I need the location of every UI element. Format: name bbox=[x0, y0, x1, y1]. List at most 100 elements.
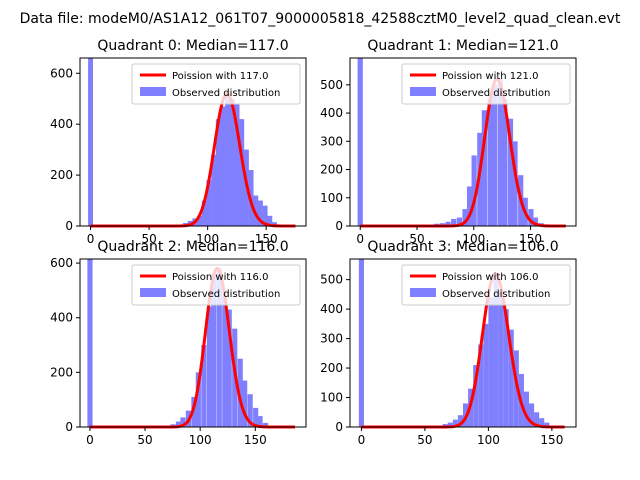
histogram-bar bbox=[206, 180, 212, 226]
histogram-bar bbox=[247, 394, 253, 427]
subplot-title: Quadrant 1: Median=121.0 bbox=[367, 38, 558, 54]
histogram-bar bbox=[456, 217, 462, 226]
figure-title: Data file: modeM0/AS1A12_061T07_90000058… bbox=[20, 11, 621, 27]
x-tick-label: 150 bbox=[244, 433, 267, 447]
histogram-bar bbox=[175, 421, 182, 427]
histogram-bar bbox=[491, 84, 498, 226]
histogram-bar bbox=[483, 323, 489, 427]
histogram-bar bbox=[262, 205, 268, 226]
x-tick-label: 100 bbox=[462, 232, 485, 246]
histogram-bar bbox=[272, 222, 277, 226]
y-tick-label: 200 bbox=[50, 365, 73, 379]
histogram-bar bbox=[239, 119, 245, 226]
x-tick-label: 50 bbox=[141, 232, 156, 246]
y-tick-label: 400 bbox=[50, 117, 73, 131]
histogram-bar bbox=[211, 154, 217, 226]
histogram-bar bbox=[466, 186, 473, 226]
histogram-bar bbox=[493, 273, 499, 427]
y-tick-label: 100 bbox=[320, 391, 343, 405]
histogram-bar bbox=[462, 209, 468, 226]
legend: Poission with 117.0 Observed distribution bbox=[131, 63, 301, 105]
histogram-bar bbox=[197, 215, 203, 226]
legend-label: Poission with 106.0 bbox=[442, 272, 538, 283]
y-tick-label: 400 bbox=[320, 302, 343, 316]
histogram-bar bbox=[539, 418, 545, 427]
histogram-bar bbox=[357, 58, 363, 226]
y-tick-label: 0 bbox=[335, 219, 343, 233]
axes-frame bbox=[79, 57, 307, 227]
histogram-bar bbox=[502, 98, 508, 226]
y-tick-label: 200 bbox=[50, 168, 73, 182]
x-tick-label: 100 bbox=[189, 433, 212, 447]
subplot-0: Quadrant 0: Median=117.0 0 50 100 150 0 200 400… bbox=[50, 38, 307, 246]
histogram-bar bbox=[487, 98, 493, 226]
legend-box bbox=[401, 63, 571, 105]
y-tick-label: 0 bbox=[65, 420, 73, 434]
histogram-bar bbox=[220, 106, 226, 226]
histogram-bar bbox=[257, 416, 263, 427]
legend-label: Observed distribution bbox=[172, 88, 280, 99]
histogram-bar bbox=[481, 110, 487, 226]
legend: Poission with 116.0 Observed distribution bbox=[131, 264, 301, 306]
histogram-bar bbox=[201, 200, 207, 226]
histogram-bar bbox=[263, 422, 269, 427]
histogram-bar bbox=[358, 259, 364, 427]
y-tick-label: 200 bbox=[320, 163, 343, 177]
subplot-2: Quadrant 2: Median=116.0 0 50 100 150 0 200 400… bbox=[50, 239, 307, 447]
subplot-title: Quadrant 3: Median=106.0 bbox=[367, 239, 558, 255]
y-tick-label: 300 bbox=[320, 134, 343, 148]
y-tick-label: 200 bbox=[320, 361, 343, 375]
legend-label: Observed distribution bbox=[172, 289, 280, 300]
legend: Poission with 121.0 Observed distribution bbox=[401, 63, 571, 105]
histogram-bar bbox=[206, 306, 212, 427]
histogram-bar bbox=[215, 119, 221, 226]
legend-label: Observed distribution bbox=[442, 289, 550, 300]
histogram-bar bbox=[508, 329, 514, 427]
legend-bar-swatch bbox=[410, 288, 436, 297]
subplot-3: Quadrant 3: Median=106.0 0 50 100 150 0 100 200… bbox=[320, 239, 577, 447]
legend-bar-swatch bbox=[140, 288, 166, 297]
histogram-bar bbox=[87, 259, 93, 427]
legend-label: Observed distribution bbox=[442, 88, 550, 99]
axes-frame bbox=[349, 57, 577, 227]
legend-label: Poission with 121.0 bbox=[442, 71, 538, 82]
histogram-bar bbox=[512, 141, 518, 226]
histogram-bar bbox=[195, 372, 201, 427]
histogram-bar bbox=[507, 118, 514, 226]
y-tick-label: 0 bbox=[335, 420, 343, 434]
legend-label: Poission with 116.0 bbox=[172, 272, 268, 283]
x-tick-label: 150 bbox=[519, 232, 542, 246]
histogram-bar bbox=[497, 79, 503, 226]
histogram-bar bbox=[222, 295, 228, 427]
y-tick-label: 100 bbox=[320, 191, 343, 205]
histogram-bar bbox=[471, 155, 477, 226]
subplot-grid: Quadrant 0: Median=117.0 0 50 100 150 0 200 400… bbox=[50, 38, 577, 447]
subplot-title: Quadrant 2: Median=116.0 bbox=[97, 239, 288, 255]
y-tick-label: 600 bbox=[50, 66, 73, 80]
x-tick-label: 150 bbox=[540, 433, 563, 447]
histogram-bar bbox=[451, 218, 457, 226]
x-tick-label: 150 bbox=[255, 232, 278, 246]
histogram-bar bbox=[88, 58, 93, 226]
histogram-bar bbox=[534, 412, 540, 427]
histogram-bar bbox=[457, 415, 463, 427]
x-tick-label: 50 bbox=[409, 232, 424, 246]
histogram-bar bbox=[528, 209, 534, 226]
histogram-bar bbox=[216, 268, 222, 427]
histogram-bar bbox=[226, 309, 232, 427]
y-tick-label: 600 bbox=[50, 256, 73, 270]
x-tick-label: 100 bbox=[196, 232, 219, 246]
histogram-bar bbox=[532, 217, 539, 226]
histogram-bar bbox=[473, 365, 479, 427]
subplot-title: Quadrant 0: Median=117.0 bbox=[97, 38, 288, 54]
histogram-bar bbox=[201, 345, 207, 427]
legend-label: Poission with 117.0 bbox=[172, 71, 268, 82]
histogram-bar bbox=[529, 403, 535, 427]
y-tick-label: 500 bbox=[320, 273, 343, 287]
histogram-bar bbox=[237, 358, 243, 427]
histogram-bar bbox=[447, 422, 453, 427]
histogram-bar bbox=[180, 417, 186, 427]
y-tick-label: 500 bbox=[320, 78, 343, 92]
legend-bar-swatch bbox=[140, 87, 166, 96]
y-tick-label: 400 bbox=[320, 106, 343, 120]
